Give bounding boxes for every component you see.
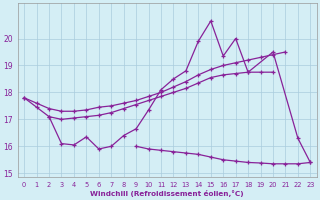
- X-axis label: Windchill (Refroidissement éolien,°C): Windchill (Refroidissement éolien,°C): [91, 190, 244, 197]
